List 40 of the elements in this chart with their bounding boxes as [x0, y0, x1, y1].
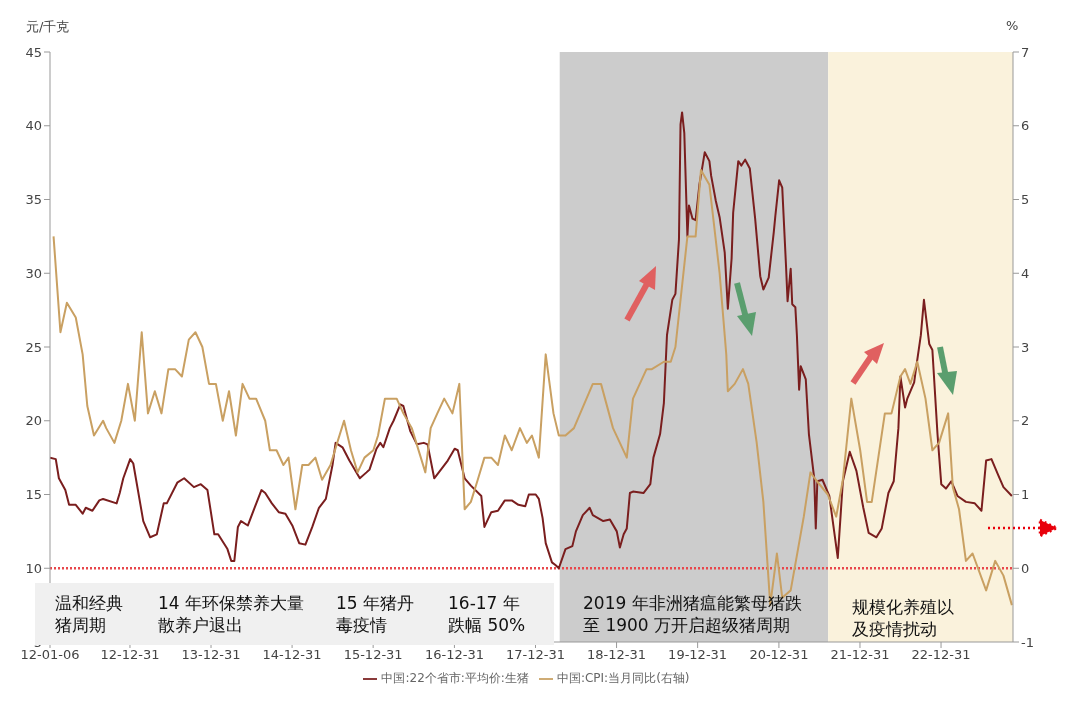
x-tick-label: 19-12-31 — [668, 647, 728, 663]
y-tick-label: 15 — [25, 487, 42, 503]
line-series — [50, 111, 1013, 570]
legend-label: 中国:22个省市:平均价:生猪 — [381, 671, 529, 685]
x-tick-label: 20-12-31 — [749, 647, 809, 663]
x-tick-label: 17-12-31 — [505, 647, 566, 663]
y-tick-label: 20 — [25, 413, 42, 429]
x-tick-label: 16-12-31 — [424, 647, 484, 663]
y2-tick-label: 5 — [1021, 192, 1030, 208]
x-tick-label: 12-01-06 — [20, 647, 80, 663]
y2-tick-label: 2 — [1021, 413, 1030, 429]
y-tick-label: 25 — [25, 339, 42, 355]
x-tick-label: 13-12-31 — [181, 647, 241, 663]
x-tick-label: 14-12-31 — [262, 647, 322, 663]
x-tick-label: 18-12-31 — [587, 647, 647, 663]
y2-tick-label: 1 — [1021, 487, 1030, 503]
x-tick-label: 15-12-31 — [343, 647, 403, 663]
y2-axis-title: % — [1006, 18, 1019, 33]
annotation: 14 年环保禁养大量散养户退出 — [158, 592, 306, 636]
y2-tick-label: 7 — [1021, 44, 1030, 60]
y-tick-label: 40 — [25, 118, 42, 134]
x-tick-label: 12-12-31 — [100, 647, 160, 663]
y-tick-label: 45 — [25, 44, 42, 60]
y2-tick-label: 3 — [1021, 339, 1030, 355]
y2-tick-label: 6 — [1021, 118, 1030, 134]
y-tick-label: 35 — [25, 192, 42, 208]
y2-tick-label: 0 — [1021, 560, 1030, 576]
x-tick-label: 21-12-31 — [830, 647, 890, 663]
y2-tick-label: -1 — [1021, 634, 1034, 650]
x-tick-label: 22-12-31 — [911, 647, 971, 663]
y-tick-label: 10 — [25, 560, 42, 576]
y-axis-title: 元/千克 — [26, 18, 70, 36]
annotation: 温和经典猪周期 — [55, 592, 124, 636]
y-tick-label: 30 — [25, 265, 42, 281]
legend-label: 中国:CPI:当月同比(右轴) — [556, 671, 690, 685]
annotation: 15 年猪丹毒疫情 — [336, 592, 416, 636]
annotation: 2019 年非洲猪瘟能繁母猪跌至 1900 万开启超级猪周期 — [583, 592, 803, 636]
annotation: 16-17 年跌幅 50% — [448, 592, 527, 636]
annotation: 规模化养殖以及疫情扰动 — [852, 596, 955, 640]
y2-tick-label: 4 — [1021, 265, 1030, 281]
